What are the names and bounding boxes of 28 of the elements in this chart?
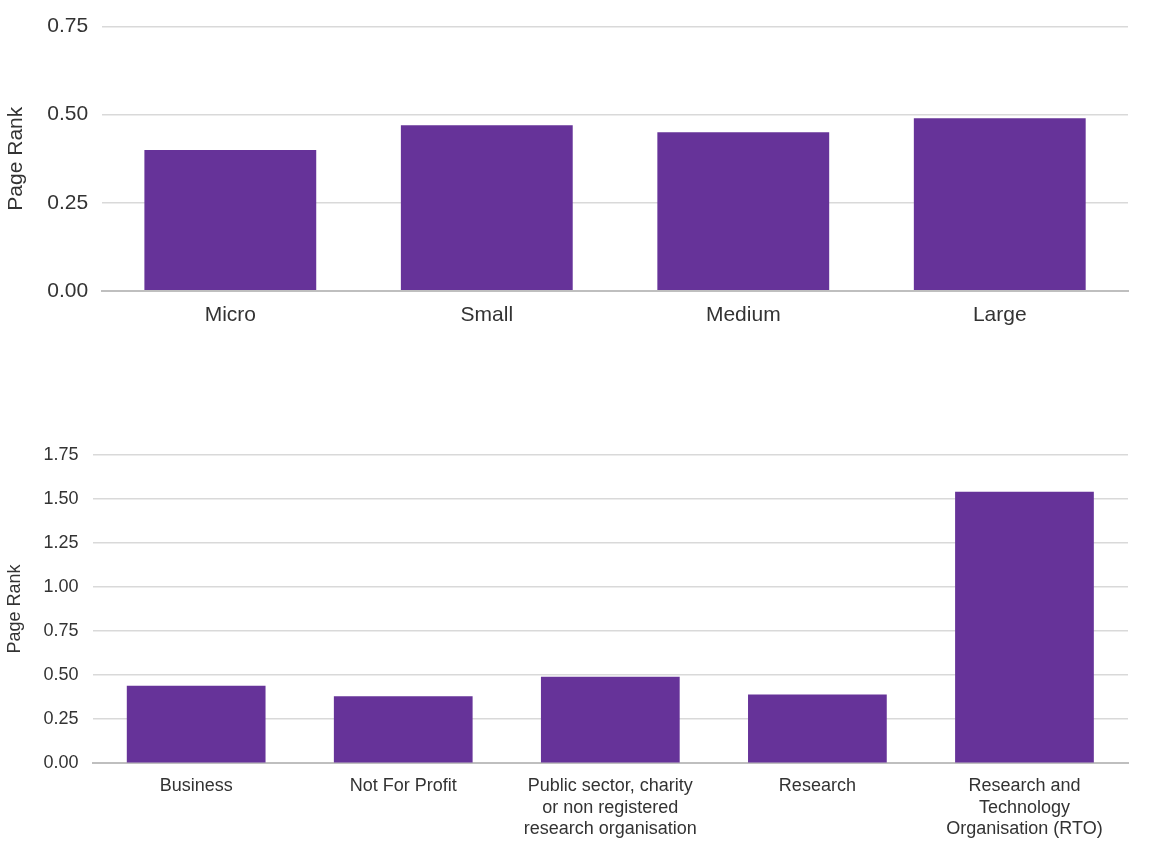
bar	[333, 696, 473, 763]
x-tick-label: Public sector, charity or non registered research organisation	[523, 774, 697, 839]
x-tick-label: Business	[159, 774, 233, 795]
x-tick-label: Not For Profit	[349, 774, 457, 795]
x-tick-label: Research	[778, 774, 856, 795]
y-tick-label: 0.75	[47, 13, 89, 37]
y-tick-label: 1.00	[43, 575, 79, 596]
x-tick-label: Micro	[204, 302, 256, 326]
y-tick-label: 1.75	[43, 443, 79, 464]
y-tick-label: 1.50	[43, 487, 79, 508]
x-tick-label: Medium	[705, 302, 781, 326]
x-tick-label: Small	[460, 302, 514, 326]
bar	[126, 685, 266, 763]
y-tick-label: 0.00	[43, 752, 79, 773]
y-tick-label: 0.75	[43, 620, 79, 640]
y-tick-label: 0.25	[47, 189, 89, 213]
bar	[955, 491, 1094, 763]
bar	[748, 694, 887, 763]
x-tick-label: Large	[972, 302, 1027, 326]
bar	[540, 676, 680, 763]
y-tick-label: 1.25	[43, 531, 79, 552]
y-tick-label: 0.50	[47, 101, 89, 125]
y-tick-label: 0.25	[43, 708, 79, 729]
y-axis-title: Page Rank	[3, 106, 27, 211]
y-axis-title: Page Rank	[3, 563, 24, 654]
x-tick-label: Research and Technology Organisation (RTO)	[946, 774, 1103, 839]
y-tick-label: 0.50	[43, 664, 79, 685]
y-tick-label: 0.00	[47, 277, 89, 301]
